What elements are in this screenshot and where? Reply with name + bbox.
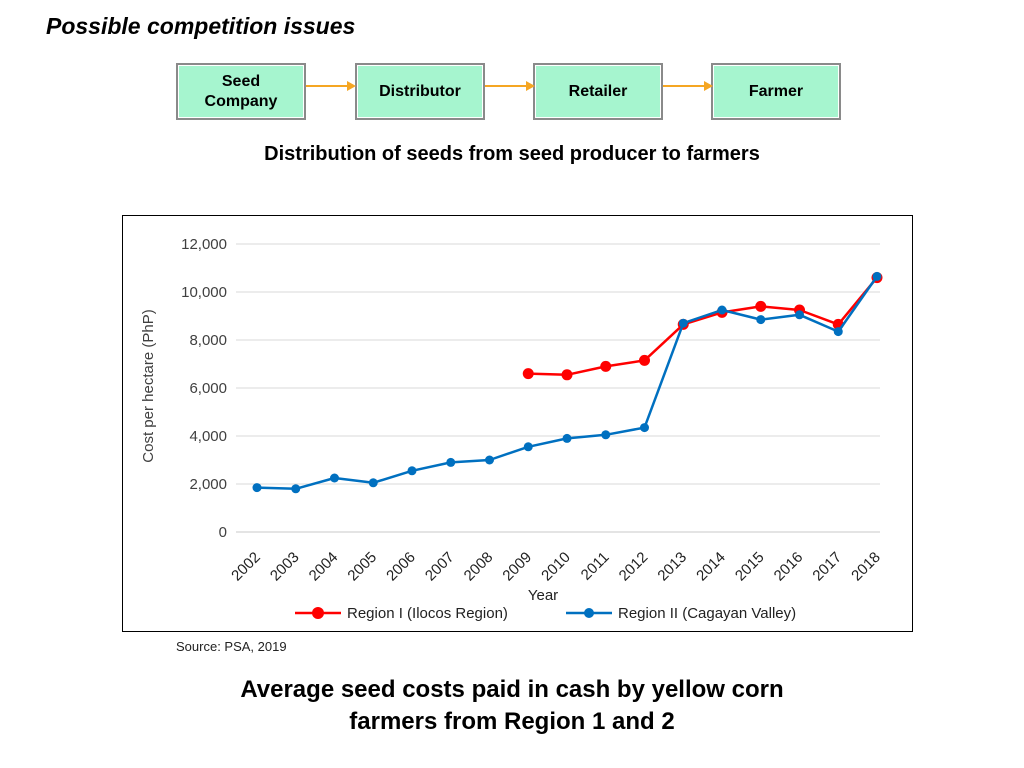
data-point (522, 368, 534, 380)
data-point (872, 271, 882, 281)
diagram-caption: Distribution of seeds from seed producer… (264, 143, 760, 165)
x-tick-label: 2016 (771, 549, 807, 585)
data-point (639, 354, 650, 366)
x-tick-label: 2011 (578, 549, 613, 584)
data-point (252, 483, 262, 493)
legend-marker (312, 607, 324, 619)
x-tick-label: 2006 (383, 549, 419, 585)
page-title: Possible competition issues (46, 13, 356, 39)
legend-label: Region I (Ilocos Region) (347, 605, 508, 622)
flow-box-farmer: Farmer (711, 63, 841, 120)
x-tick-label: 2018 (848, 549, 884, 585)
data-point (523, 442, 533, 452)
x-tick-label: 2003 (267, 549, 303, 585)
flow-box-label: Farmer (748, 82, 804, 100)
data-point (640, 423, 649, 433)
y-tick-label: 4,000 (189, 428, 227, 445)
series-line (528, 276, 878, 377)
x-tick-label: 2014 (693, 549, 729, 585)
x-tick-label: 2005 (344, 549, 380, 585)
data-point (368, 478, 378, 488)
x-tick-label: 2004 (306, 549, 342, 585)
flow-arrow-icon (663, 81, 713, 91)
x-tick-label: 2012 (616, 549, 652, 585)
chart-frame: 0 2,000 4,000 6,000 8,000 10,000 12,000 2002 200… (122, 215, 913, 632)
x-tick-label: 2009 (499, 549, 535, 585)
data-point (678, 318, 688, 328)
flow-arrow-icon (485, 81, 535, 91)
y-tick-label: 2,000 (189, 476, 227, 493)
data-point (562, 433, 572, 443)
data-point (833, 327, 843, 337)
flow-box-seed-company: Seed Company (176, 63, 306, 120)
source-note: Source: PSA, 2019 (176, 639, 287, 654)
legend-label: Region II (Cagayan Valley) (618, 605, 796, 622)
y-tick-label: 8,000 (189, 332, 227, 349)
data-point (561, 369, 573, 381)
legend-marker (584, 608, 594, 618)
x-tick-label: 2015 (732, 549, 768, 585)
data-point (717, 305, 727, 315)
data-point (795, 310, 804, 320)
flow-box-label: Retailer (568, 82, 628, 100)
x-tick-label: 2017 (809, 549, 845, 585)
x-tick-label: 2002 (228, 549, 264, 585)
data-point (755, 300, 767, 312)
data-point (485, 455, 494, 465)
x-tick-label: 2010 (538, 549, 574, 585)
y-axis-title: Cost per hectare (PhP) (140, 309, 157, 462)
flow-arrow-icon (306, 81, 356, 91)
data-point (330, 473, 339, 483)
data-point (407, 466, 417, 476)
flow-box-distributor: Distributor (355, 63, 485, 120)
flow-box-label: Seed Company (204, 72, 278, 110)
data-point (601, 430, 611, 440)
y-tick-label: 10,000 (181, 284, 227, 301)
x-tick-label: 2007 (422, 549, 458, 585)
data-point (600, 360, 612, 372)
x-axis-title: Year (528, 587, 558, 604)
y-tick-label: 6,000 (189, 380, 227, 397)
y-tick-label: 12,000 (181, 236, 227, 253)
x-tick-label: 2013 (654, 549, 690, 585)
y-tick-label: 0 (219, 524, 227, 541)
data-point (756, 315, 766, 325)
chart-caption: Average seed costs paid in cash by yello… (240, 676, 784, 735)
flow-box-label: Distributor (379, 82, 461, 100)
x-tick-label: 2008 (461, 549, 497, 585)
flow-box-retailer: Retailer (533, 63, 663, 120)
data-point (291, 484, 301, 494)
data-point (446, 457, 456, 467)
